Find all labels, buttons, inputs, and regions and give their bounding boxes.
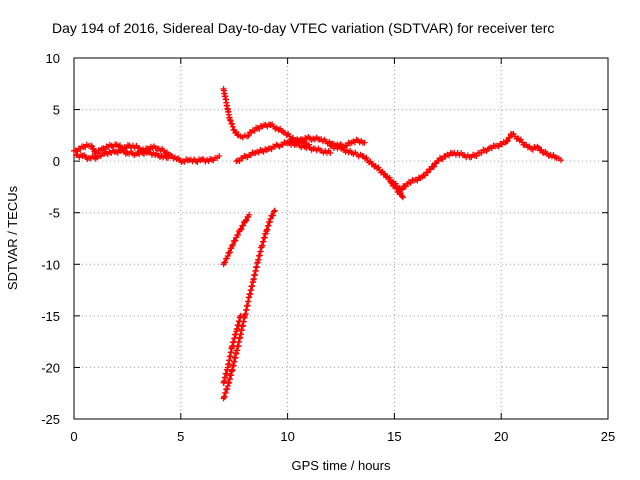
data-point-marker xyxy=(397,190,404,197)
x-tick-label: 0 xyxy=(70,429,77,444)
data-point-marker xyxy=(327,149,334,156)
data-point-marker xyxy=(430,163,437,170)
data-point-marker xyxy=(243,217,250,224)
data-point-marker xyxy=(399,186,406,193)
y-tick-label: 5 xyxy=(53,103,60,118)
data-point-marker xyxy=(216,152,223,159)
data-point-marker xyxy=(393,185,400,192)
data-point-marker xyxy=(271,207,278,214)
y-tick-label: 10 xyxy=(46,51,60,66)
data-point-marker xyxy=(226,249,233,256)
data-point-marker xyxy=(233,129,240,136)
data-point-marker xyxy=(424,169,431,176)
data-point-marker xyxy=(361,139,368,146)
data-point-marker xyxy=(229,242,236,249)
x-tick-label: 20 xyxy=(494,429,508,444)
data-point-marker xyxy=(534,143,541,150)
data-point-marker xyxy=(270,212,277,219)
data-point-marker xyxy=(240,222,247,229)
data-point-marker xyxy=(267,215,274,222)
data-point-marker xyxy=(238,226,245,233)
data-point-marker xyxy=(380,170,387,177)
data-point-marker xyxy=(504,138,511,145)
data-point-marker xyxy=(422,172,429,179)
data-point-marker xyxy=(235,231,242,238)
y-tick-label: -10 xyxy=(41,257,60,272)
y-tick-label: -20 xyxy=(41,360,60,375)
x-axis-label: GPS time / hours xyxy=(292,458,391,473)
grid xyxy=(74,58,608,419)
data-marks xyxy=(71,85,565,402)
data-point-marker xyxy=(226,116,233,123)
data-point-marker xyxy=(90,145,97,152)
data-point-marker xyxy=(398,192,405,199)
data-point-marker xyxy=(270,208,277,215)
data-point-marker xyxy=(558,157,565,164)
x-tick-label: 15 xyxy=(387,429,401,444)
data-point-marker xyxy=(245,132,252,139)
data-point-marker xyxy=(246,211,253,218)
data-point-marker xyxy=(229,241,236,248)
chart-title: Day 194 of 2016, Sidereal Day-to-day VTE… xyxy=(52,20,554,36)
data-point-marker xyxy=(224,253,231,260)
data-point-marker xyxy=(392,183,399,190)
data-point-marker xyxy=(237,312,244,319)
data-point-marker xyxy=(506,134,513,141)
data-point-marker xyxy=(378,169,385,176)
y-tick-label: 0 xyxy=(53,154,60,169)
y-tick-label: -5 xyxy=(48,206,60,221)
data-point-marker xyxy=(222,259,229,266)
x-tick-label: 25 xyxy=(601,429,615,444)
data-point-marker xyxy=(229,123,236,130)
y-tick-label: -15 xyxy=(41,309,60,324)
data-point-marker xyxy=(251,127,258,134)
data-point-marker xyxy=(232,237,239,244)
data-point-marker xyxy=(229,120,236,127)
y-axis-label: SDTVAR / TECUs xyxy=(5,185,20,290)
y-tick-label: -25 xyxy=(41,412,60,427)
data-point-marker xyxy=(164,155,171,162)
x-tick-label: 10 xyxy=(280,429,294,444)
axis-ticks: 0 5 10 15 20 25 -25 -20 -15 -10 -5 0 5 10 xyxy=(41,51,615,444)
x-tick-label: 5 xyxy=(177,429,184,444)
plot-frame xyxy=(73,57,609,420)
data-point-marker xyxy=(399,194,406,201)
